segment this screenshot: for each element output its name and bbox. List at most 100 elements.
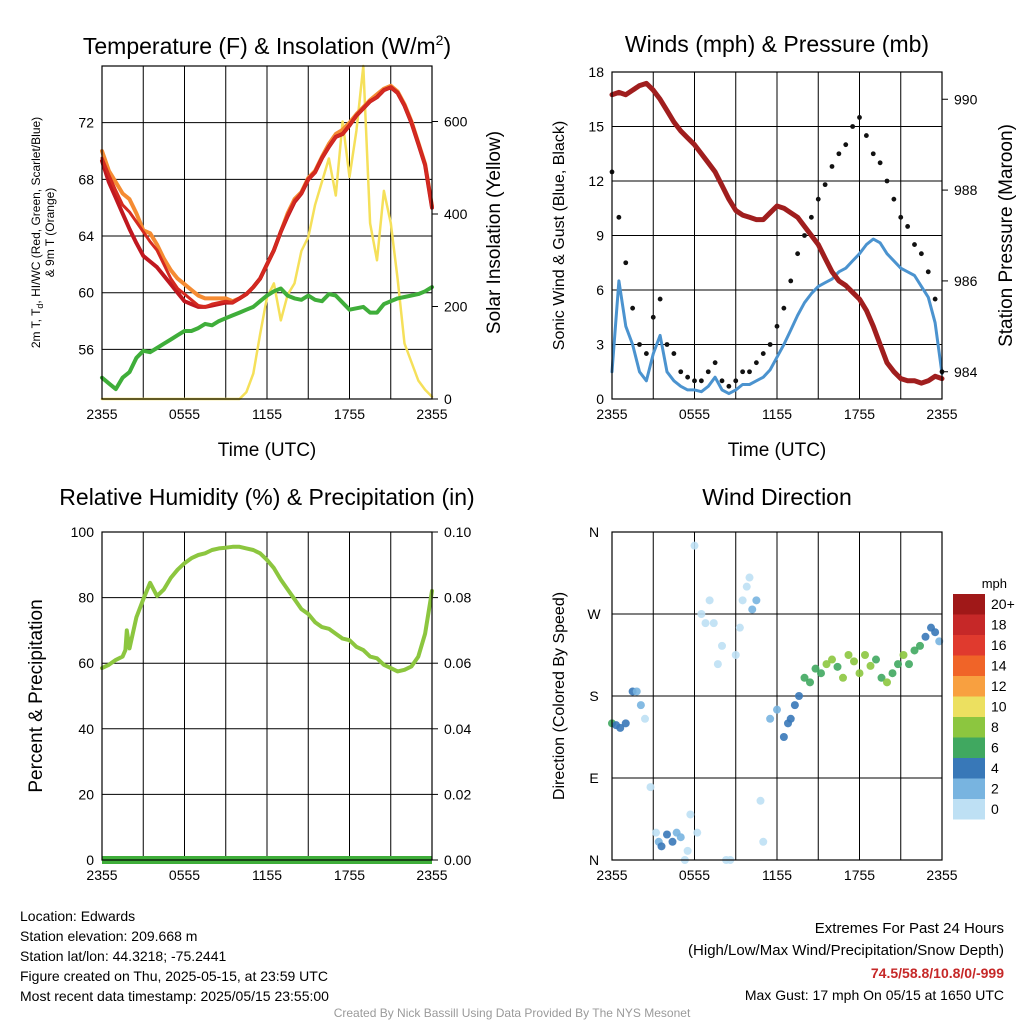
data-point-gust (753, 360, 759, 366)
y-tick-label: 56 (78, 341, 94, 357)
data-point-direction (756, 796, 765, 805)
y-tick-label-right: 400 (444, 206, 468, 222)
y-tick-label-right: 0.04 (444, 721, 471, 737)
y-tick-label: 6 (596, 282, 604, 298)
y-tick-label-right: 0.00 (444, 852, 471, 868)
legend-swatch (953, 737, 985, 758)
data-point-direction (888, 669, 897, 678)
y-axis-label-right: Station Pressure (Maroon) (996, 124, 1017, 347)
data-point-direction (657, 842, 666, 851)
y-tick-label-right: 0.06 (444, 655, 471, 671)
series-line-pressure (609, 80, 945, 386)
legend-label: 14 (991, 658, 1007, 674)
legend-swatch (953, 594, 985, 615)
plot-frame (611, 71, 943, 400)
data-point-gust (877, 160, 883, 166)
data-point-direction (697, 610, 706, 618)
legend-swatch (953, 717, 985, 738)
data-point-direction (921, 632, 930, 641)
data-point-gust (664, 342, 670, 347)
data-point-direction (641, 714, 649, 723)
data-point-direction (745, 573, 754, 582)
y-tick-label: N (589, 524, 599, 540)
data-point-gust (671, 351, 677, 356)
data-point-direction (742, 582, 751, 591)
legend-label: 8 (991, 719, 999, 735)
data-point-gust (932, 296, 938, 302)
data-point-direction (822, 660, 831, 669)
x-tick-label: 1755 (844, 867, 875, 883)
data-point-direction (883, 678, 891, 687)
x-tick-label: 2355 (596, 406, 627, 422)
data-point-gust (905, 224, 911, 229)
y-tick-label: 60 (78, 655, 94, 671)
x-tick-label: 2355 (86, 406, 117, 422)
extremes-values: 74.5/58.8/10.8/0/-999 (870, 965, 1004, 981)
y-tick-label: 15 (588, 119, 604, 135)
data-point-direction (910, 646, 919, 655)
chart-title: Wind Direction (702, 484, 852, 510)
max-gust-text: Max Gust: 17 mph On 05/15 at 1650 UTC (744, 987, 1004, 1003)
data-point-direction (786, 714, 795, 723)
data-point-gust (657, 296, 663, 302)
data-point-gust (925, 269, 931, 275)
chart-panel-3: Relative Humidity (%) & Precipitation (i… (26, 484, 475, 883)
data-point-gust (781, 305, 787, 311)
data-point-gust (802, 233, 807, 238)
data-point-gust (836, 151, 842, 157)
data-point-direction (866, 661, 875, 670)
legend-swatch (953, 758, 985, 779)
y-tick-label-right: 986 (954, 273, 978, 289)
legend-label: 0 (991, 801, 999, 817)
data-point-gust (863, 133, 869, 138)
data-point-direction (828, 655, 836, 664)
y-tick-label-right: 600 (444, 114, 468, 130)
data-point-direction (646, 783, 655, 792)
legend-swatch (953, 778, 985, 799)
legend-swatch (953, 799, 985, 820)
x-tick-label: 2355 (416, 406, 447, 422)
legend-swatch (953, 614, 985, 635)
data-point-gust (884, 178, 890, 184)
data-point-direction (817, 669, 825, 678)
data-point-gust (616, 214, 622, 220)
data-point-direction (916, 641, 924, 650)
y-tick-label: 68 (78, 171, 94, 187)
data-point-direction (731, 651, 740, 659)
y-axis-label-right: Solar Insolation (Yellow) (484, 131, 505, 334)
data-point-direction (759, 837, 768, 846)
chart-title: Temperature (F) & Insolation (W/m2) (83, 32, 451, 59)
x-tick-label: 0555 (679, 406, 710, 422)
data-point-gust (740, 369, 746, 375)
data-point-direction (652, 828, 660, 837)
x-tick-label: 2355 (596, 867, 627, 883)
x-tick-label: 0555 (169, 406, 200, 422)
y-tick-label-right: 0 (444, 391, 452, 407)
legend-label: 16 (991, 637, 1007, 653)
data-point-gust (637, 342, 642, 347)
data-point-direction (693, 828, 702, 837)
y-axis-label-left: Sonic Wind & Gust (Blue, Black) (551, 121, 568, 350)
x-tick-label: 1755 (844, 406, 875, 422)
data-point-gust (760, 351, 766, 356)
chart-panel-1: Temperature (F) & Insolation (W/m2)2355 0… (29, 32, 505, 461)
data-point-gust (747, 369, 752, 375)
data-point-direction (861, 651, 869, 659)
y-tick-label: W (587, 606, 601, 622)
legend-label: 6 (991, 740, 999, 756)
data-point-gust (829, 164, 835, 169)
y-tick-label: 20 (78, 786, 94, 802)
data-point-gust (630, 305, 636, 311)
y-tick-label: 0 (86, 852, 94, 868)
location-text: Location: Edwards (20, 908, 136, 924)
data-point-gust (678, 369, 684, 375)
y-tick-label: 60 (78, 285, 94, 301)
extremes-subtitle: (High/Low/Max Wind/Precipitation/Snow De… (688, 942, 1004, 959)
x-tick-label: 1755 (334, 406, 365, 422)
chart-title: Relative Humidity (%) & Precipitation (i… (59, 484, 474, 510)
data-point-gust (912, 242, 917, 247)
data-point-direction (844, 651, 853, 659)
y-tick-label: 12 (588, 173, 604, 189)
data-point-direction (676, 833, 685, 842)
